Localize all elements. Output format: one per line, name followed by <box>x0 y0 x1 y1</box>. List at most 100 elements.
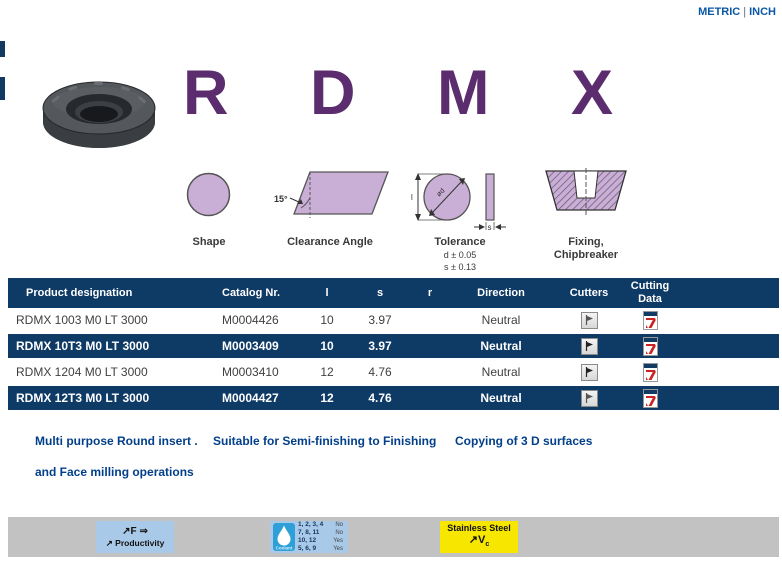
table-row[interactable]: RDMX 1003 M0 LT 3000 M0004426 10 3.97 Ne… <box>8 308 779 334</box>
svg-text:Coolant: Coolant <box>276 546 293 551</box>
cell-designation: RDMX 1003 M0 LT 3000 <box>8 308 214 334</box>
cutting-data-icon[interactable] <box>642 310 658 330</box>
col-cutters: Cutters <box>556 278 622 308</box>
description-usage-line2: and Face milling operations <box>35 465 194 479</box>
cell-l: 12 <box>308 359 346 386</box>
metric-link[interactable]: METRIC <box>698 6 741 18</box>
cell-cutting-data <box>622 359 678 386</box>
cell-r <box>414 359 446 386</box>
coolant-row: 7, 8, 11 No <box>298 529 343 536</box>
productivity-symbol: ↗F ⇒ <box>122 525 148 537</box>
cell-l: 12 <box>308 385 346 412</box>
tolerance-d-value: d ± 0.05 <box>443 250 477 260</box>
coolant-badge: Coolant 1, 2, 3, 4 No 7, 8, 11 No 10, 12 Ye… <box>270 521 348 553</box>
cell-designation: RDMX 10T3 M0 LT 3000 <box>8 333 214 360</box>
cutters-button[interactable] <box>580 337 598 355</box>
col-s: s <box>346 278 414 308</box>
cell-direction: Neutral <box>446 333 556 360</box>
cell-filler <box>678 385 779 412</box>
productivity-label: ↗ Productivity <box>105 537 165 548</box>
flag-icon <box>585 341 593 351</box>
cell-s: 3.97 <box>346 333 414 360</box>
cell-l: 10 <box>308 308 346 334</box>
cutters-button[interactable] <box>580 363 598 381</box>
cell-catalog: M0004427 <box>214 385 308 412</box>
product-letter: M <box>436 58 490 128</box>
coolant-droplet-icon: Coolant <box>273 523 295 551</box>
col-l: l <box>308 278 346 308</box>
cutting-speed-symbol: ↗Vc <box>468 533 490 549</box>
fixing-chipbreaker-icon <box>545 168 627 216</box>
description-suitability: Suitable for Semi-finishing to Finishing <box>213 434 437 448</box>
cell-cutting-data <box>622 385 678 412</box>
cell-catalog: M0004426 <box>214 308 308 334</box>
product-table: Product designation Catalog Nr. l s r Di… <box>8 278 779 412</box>
stainless-steel-badge: Stainless Steel ↗Vc <box>440 521 518 553</box>
col-catalog-nr: Catalog Nr. <box>214 278 308 308</box>
cell-s: 4.76 <box>346 385 414 412</box>
left-edge-tab <box>0 77 5 100</box>
coolant-row: 1, 2, 3, 4 No <box>298 521 343 528</box>
cell-l: 10 <box>308 333 346 360</box>
units-separator: | <box>743 6 747 18</box>
units-switch: METRIC | INCH <box>698 6 776 18</box>
cell-cutting-data <box>622 308 678 334</box>
coolant-row: 5, 6, 9 Yes <box>298 545 343 552</box>
inch-link[interactable]: INCH <box>749 6 776 18</box>
cell-cutters <box>556 359 622 386</box>
flag-icon <box>585 393 593 403</box>
table-row[interactable]: RDMX 10T3 M0 LT 3000 M0003409 10 3.97 Ne… <box>8 333 779 360</box>
col-cutting-data: Cutting Data <box>622 278 678 308</box>
insert-photo <box>42 81 156 148</box>
cell-direction: Neutral <box>446 308 556 334</box>
fixing-chipbreaker-label: Fixing, Chipbreaker <box>553 236 619 261</box>
cell-direction: Neutral <box>446 385 556 412</box>
cutters-button[interactable] <box>580 311 598 329</box>
tolerance-label: Tolerance <box>434 236 486 248</box>
cutters-button[interactable] <box>580 389 598 407</box>
cell-r <box>414 385 446 412</box>
svg-text:l: l <box>411 193 413 202</box>
table-row[interactable]: RDMX 12T3 M0 LT 3000 M0004427 12 4.76 Ne… <box>8 385 779 412</box>
product-code: R D M X <box>183 62 613 125</box>
cell-designation: RDMX 1204 M0 LT 3000 <box>8 359 214 386</box>
product-letter: D <box>309 58 356 128</box>
cell-r <box>414 333 446 360</box>
shape-label: Shape <box>192 236 226 248</box>
tolerance-s-value: s ± 0.13 <box>444 262 476 272</box>
cell-cutters <box>556 333 622 360</box>
cutting-data-icon[interactable] <box>642 336 658 356</box>
cell-r <box>414 308 446 334</box>
cell-cutting-data <box>622 333 678 360</box>
cell-catalog: M0003409 <box>214 333 308 360</box>
product-letter: X <box>570 58 613 128</box>
svg-text:15°: 15° <box>274 194 288 204</box>
tolerance-icon: l ød s <box>411 173 506 232</box>
cell-cutters <box>556 308 622 334</box>
description-usage: Multi purpose Round insert . <box>35 434 198 448</box>
cell-direction: Neutral <box>446 359 556 386</box>
stainless-steel-label: Stainless Steel <box>447 522 511 533</box>
cell-s: 4.76 <box>346 359 414 386</box>
col-product-designation: Product designation <box>8 278 214 308</box>
col-r: r <box>414 278 446 308</box>
attributes-bar: ↗F ⇒ ↗ Productivity Coolant 1, 2, 3, 4 No… <box>8 517 779 557</box>
cell-filler <box>678 333 779 360</box>
col-filler <box>678 278 779 308</box>
coolant-table: 1, 2, 3, 4 No 7, 8, 11 No 10, 12 Yes 5, 6, … <box>298 521 345 553</box>
col-direction: Direction <box>446 278 556 308</box>
cutting-data-icon[interactable] <box>642 362 658 382</box>
cell-filler <box>678 308 779 334</box>
cell-catalog: M0003410 <box>214 359 308 386</box>
flag-icon <box>585 315 593 325</box>
cell-cutters <box>556 385 622 412</box>
clearance-angle-icon: 15° <box>274 171 389 218</box>
left-edge-tab <box>0 41 5 57</box>
coolant-row: 10, 12 Yes <box>298 537 343 544</box>
description-application: Copying of 3 D surfaces <box>455 434 593 448</box>
cutting-data-icon[interactable] <box>642 388 658 408</box>
product-letter: R <box>183 58 229 128</box>
table-row[interactable]: RDMX 1204 M0 LT 3000 M0003410 12 4.76 Ne… <box>8 359 779 386</box>
svg-text:s: s <box>488 223 492 232</box>
